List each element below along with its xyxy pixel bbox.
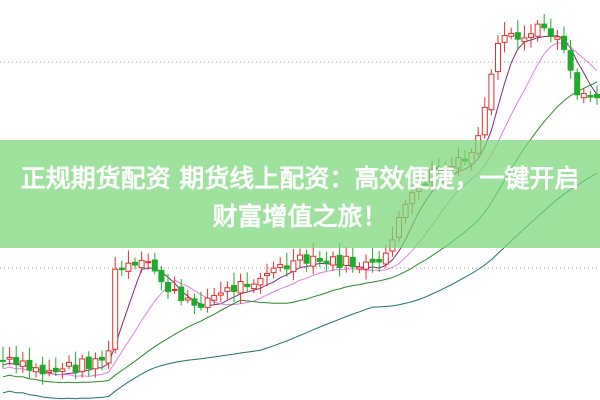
candle-body	[158, 269, 165, 283]
candle-body	[310, 255, 317, 267]
candle-body	[244, 283, 251, 287]
candle-body	[79, 358, 86, 373]
candle-body	[72, 364, 79, 373]
candle-body	[112, 268, 119, 350]
candle-body	[224, 287, 231, 292]
candle-body	[0, 359, 6, 362]
candle-body	[237, 280, 244, 294]
candle-body	[151, 259, 158, 272]
candle-body	[66, 361, 72, 367]
candle-body	[52, 367, 59, 373]
candle-body	[323, 260, 330, 264]
candle-body	[250, 283, 257, 290]
candle-body	[554, 36, 561, 40]
banner-line-1: 正规期货配资 期货线上配资：高效便捷，一键开启	[20, 164, 580, 193]
candle-body	[574, 72, 581, 96]
candle-body	[376, 258, 383, 263]
candle-body	[59, 368, 66, 373]
candle-body	[92, 358, 99, 370]
candle-body	[567, 50, 574, 71]
candle-body	[39, 364, 46, 375]
candle-body	[369, 258, 376, 263]
candle-body	[85, 356, 92, 369]
candle-body	[198, 303, 204, 308]
candle-body	[46, 369, 53, 373]
candle-body	[184, 297, 191, 301]
candle-body	[541, 23, 548, 29]
candle-body	[534, 23, 541, 37]
candle-body	[521, 37, 528, 43]
candle-body	[178, 286, 185, 302]
candle-body	[363, 261, 369, 270]
candle-body	[547, 28, 554, 37]
candle-body	[508, 32, 515, 37]
candle-body	[330, 256, 336, 266]
candle-body	[528, 33, 534, 38]
promo-banner	[0, 140, 600, 248]
candle-body	[594, 94, 600, 99]
moving-average-line	[2, 172, 598, 400]
candle-body	[336, 254, 343, 269]
candle-body	[105, 350, 112, 364]
candle-body	[6, 356, 13, 360]
candle-body	[382, 252, 389, 265]
candle-body	[277, 263, 284, 268]
banner-line-2: 财富增值之旅！	[212, 202, 388, 231]
candle-body	[165, 282, 171, 293]
candle-body	[132, 261, 138, 266]
candle-body	[26, 359, 33, 371]
candle-body	[264, 272, 270, 276]
candle-body	[514, 32, 521, 40]
candle-body	[191, 298, 198, 306]
candle-body	[283, 265, 290, 270]
candle-body	[297, 254, 303, 261]
candle-body	[587, 95, 594, 98]
candle-body	[303, 254, 310, 264]
banner-text: 正规期货配资 期货线上配资：高效便捷，一键开启 财富增值之旅！	[0, 160, 600, 236]
candle-body	[125, 262, 132, 272]
candle-body	[343, 255, 350, 266]
candle-body	[211, 294, 218, 301]
candle-body	[118, 267, 125, 271]
candle-body	[290, 260, 297, 273]
candle-body	[145, 261, 152, 264]
candle-body	[270, 267, 277, 274]
candle-body	[349, 256, 356, 268]
candle-body	[19, 360, 26, 367]
candle-body	[13, 357, 20, 365]
candle-body	[217, 292, 224, 296]
candle-body	[33, 367, 39, 373]
candle-body	[231, 285, 237, 292]
candle-body	[481, 106, 488, 136]
candle-body	[257, 277, 264, 286]
candle-body	[99, 356, 105, 361]
candle-body	[495, 42, 501, 73]
candle-body	[138, 259, 145, 269]
candle-body	[356, 266, 363, 270]
candle-body	[580, 93, 587, 99]
candle-body	[488, 73, 495, 111]
candle-body	[316, 257, 323, 262]
candle-body	[501, 35, 508, 43]
candle-body	[561, 35, 567, 50]
candle-body	[204, 297, 211, 308]
candle-body	[171, 289, 178, 292]
